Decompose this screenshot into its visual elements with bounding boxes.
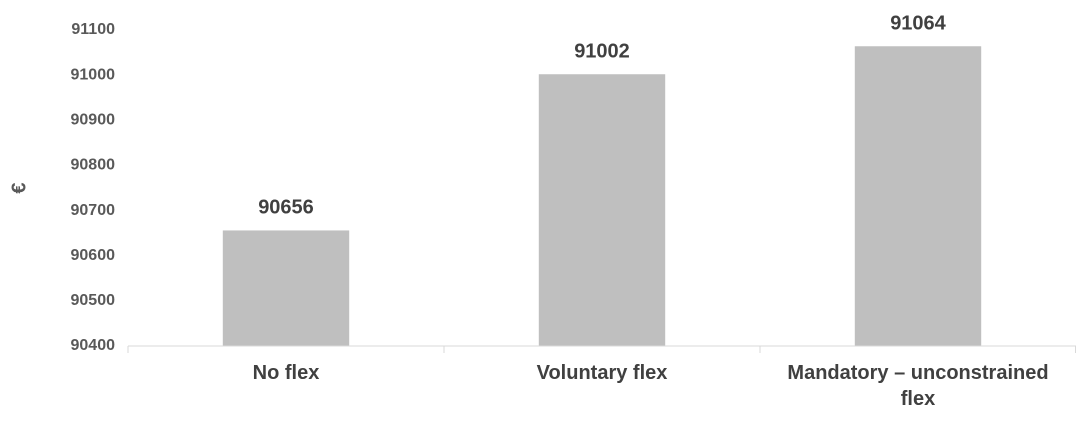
x-tick-label: Mandatory – unconstrained flex xyxy=(787,362,1049,410)
bar xyxy=(538,74,666,347)
x-tick-label: No flex xyxy=(252,362,320,384)
bar xyxy=(854,46,982,346)
y-axis-label: € xyxy=(8,182,30,193)
y-tick-label: 91000 xyxy=(71,66,116,83)
data-label: 91002 xyxy=(574,41,630,63)
data-label: 91064 xyxy=(890,13,946,35)
y-tick-label: 90500 xyxy=(71,292,116,309)
y-tick-label: 90900 xyxy=(71,112,116,129)
data-label: 90656 xyxy=(258,197,314,219)
x-tick-label: Voluntary flex xyxy=(536,362,668,384)
y-tick-label: 90800 xyxy=(71,157,116,174)
y-tick-label: 90700 xyxy=(71,202,116,219)
y-tick-label: 91100 xyxy=(71,21,115,38)
y-tick-label: 90600 xyxy=(71,247,116,264)
bar xyxy=(222,230,350,346)
y-tick-label: 90400 xyxy=(71,337,116,354)
